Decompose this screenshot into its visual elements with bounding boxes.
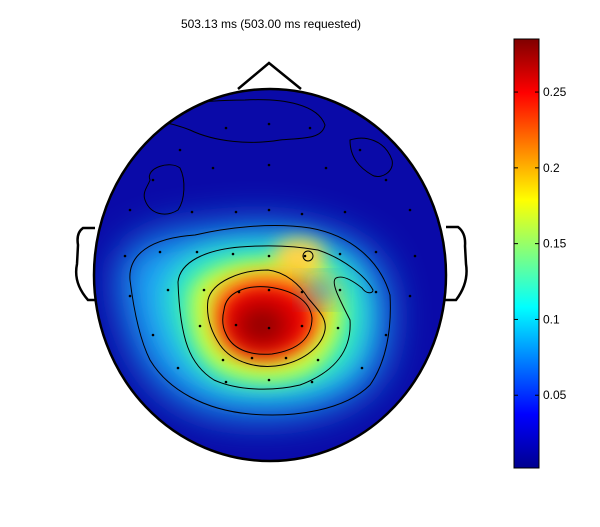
electrode-markers	[123, 122, 417, 384]
nose-outline	[237, 61, 302, 90]
head-outline	[92, 87, 448, 463]
colorbar-tick-label: 0.15	[543, 237, 567, 251]
colorbar-tick-label: 0.05	[543, 388, 567, 402]
right-ear-outline	[445, 225, 468, 302]
colorbar-tick-label: 0.25	[543, 85, 567, 99]
colorbar-tick-label: 0.2	[543, 161, 560, 175]
colorbar-ticks: 0.05 0.1 0.15 0.2 0.25	[514, 85, 567, 402]
colorbar-tick-label: 0.1	[543, 312, 560, 326]
left-ear-outline	[74, 226, 97, 302]
colorbar	[513, 38, 540, 469]
chart-title: 503.13 ms (503.00 ms requested)	[181, 17, 361, 31]
scalp-heatmap	[94, 89, 446, 461]
